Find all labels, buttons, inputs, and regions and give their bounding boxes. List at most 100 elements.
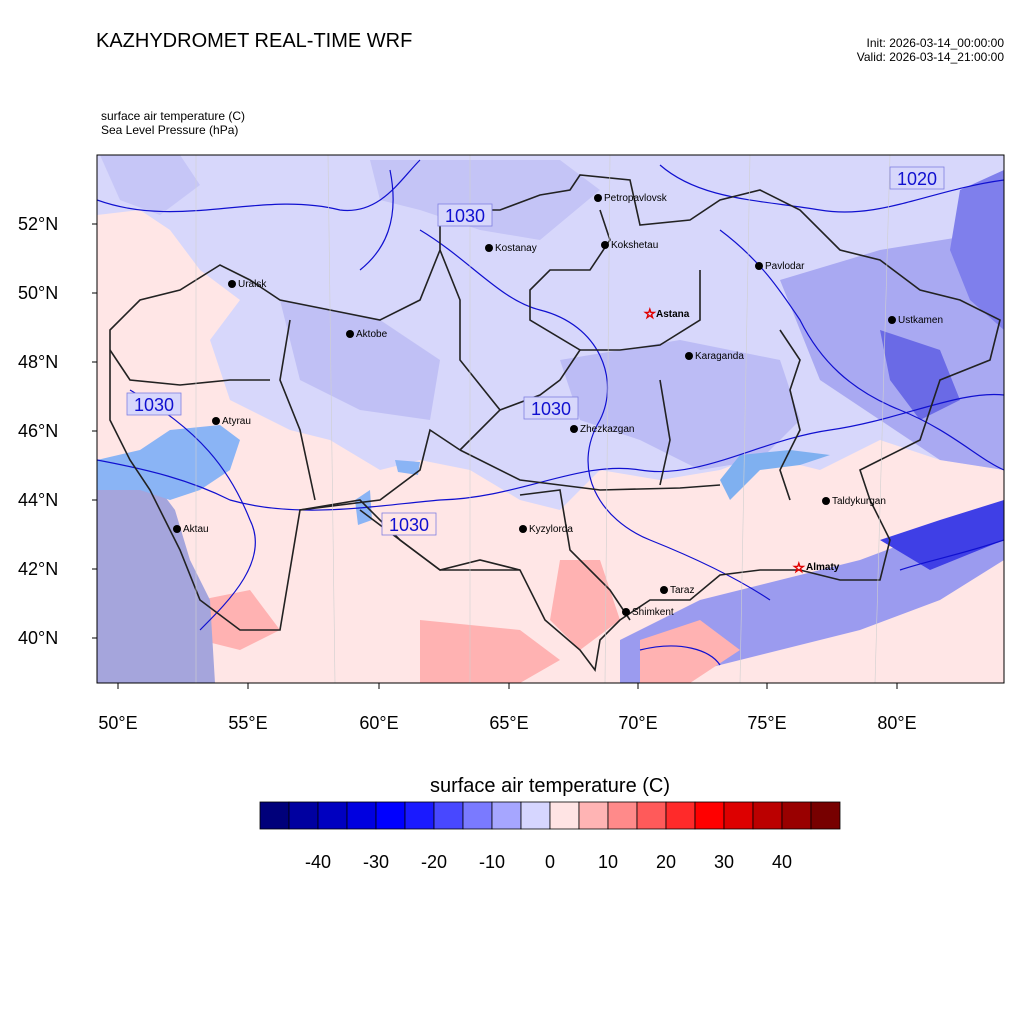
city-marker: Atyrau	[212, 416, 251, 427]
svg-text:50°E: 50°E	[98, 713, 137, 733]
lat-label: 44°N	[18, 490, 97, 510]
svg-text:44°N: 44°N	[18, 490, 58, 510]
svg-text:Atyrau: Atyrau	[222, 416, 251, 427]
svg-text:1020: 1020	[897, 169, 937, 189]
lat-label: 46°N	[18, 421, 97, 441]
city-marker-capital: ☆ Almaty	[793, 560, 840, 576]
lon-label: 50°E	[98, 683, 138, 733]
svg-text:Kokshetau: Kokshetau	[611, 240, 658, 251]
svg-text:Karaganda: Karaganda	[695, 351, 744, 362]
cold-field	[370, 160, 600, 240]
warm-patch	[420, 620, 560, 683]
colorbar-swatch	[752, 801, 783, 830]
colorbar-swatch	[520, 801, 551, 830]
city-marker: Karaganda	[685, 351, 744, 362]
colorbar-tick: -30	[363, 852, 389, 872]
city-marker: Kostanay	[485, 243, 537, 254]
map-frame	[96, 154, 1005, 684]
lat-label: 42°N	[18, 559, 97, 579]
city-marker: Shimkent	[622, 607, 674, 618]
svg-text:75°E: 75°E	[747, 713, 786, 733]
svg-text:☆: ☆	[644, 306, 656, 321]
svg-text:Taldykurgan: Taldykurgan	[832, 496, 886, 507]
colorbar-swatch	[781, 801, 812, 830]
colorbar-swatch	[607, 801, 638, 830]
svg-text:52°N: 52°N	[18, 214, 58, 234]
colorbar	[259, 801, 841, 830]
cold-field	[880, 500, 1004, 570]
colorbar-swatch	[665, 801, 696, 830]
colorbar-swatch	[636, 801, 667, 830]
city-marker: Aktobe	[346, 329, 388, 340]
colorbar-swatch	[491, 801, 522, 830]
colorbar-tick: 40	[772, 852, 792, 872]
svg-text:Astana: Astana	[656, 309, 690, 320]
city-marker: Kokshetau	[601, 240, 658, 251]
isobar-label: 1020	[889, 166, 945, 190]
svg-text:55°E: 55°E	[228, 713, 267, 733]
colorbar-swatch	[462, 801, 493, 830]
svg-text:48°N: 48°N	[18, 352, 58, 372]
svg-text:Almaty: Almaty	[806, 562, 840, 573]
colorbar-swatch	[375, 801, 406, 830]
isobar-label: 1030	[126, 392, 182, 416]
lon-label: 80°E	[877, 683, 917, 733]
colorbar-swatch	[346, 801, 377, 830]
colorbar-swatch	[810, 801, 841, 830]
city-marker: Pavlodar	[755, 261, 805, 272]
svg-text:Uralsk: Uralsk	[238, 279, 267, 290]
colorbar-tick: -10	[479, 852, 505, 872]
field-pressure-label: Sea Level Pressure (hPa)	[101, 123, 239, 137]
city-marker: Taraz	[660, 585, 694, 596]
svg-text:50°N: 50°N	[18, 283, 58, 303]
colorbar-tick: 10	[598, 852, 618, 872]
city-marker: Aktau	[173, 524, 209, 535]
svg-text:60°E: 60°E	[359, 713, 398, 733]
caspian-north	[97, 425, 240, 500]
valid-time: Valid: 2026-03-14_21:00:00	[856, 50, 1004, 64]
lat-label: 50°N	[18, 283, 97, 303]
lon-label: 55°E	[228, 683, 268, 733]
city-marker: Ustkamen	[888, 315, 943, 326]
cold-field	[950, 170, 1004, 330]
map-title: KAZHYDROMET REAL-TIME WRF	[96, 30, 413, 52]
graticule	[195, 155, 891, 683]
balkhash-lake	[720, 450, 830, 500]
colorbar-tick: 20	[656, 852, 676, 872]
city-marker: Taldykurgan	[822, 496, 886, 507]
svg-text:1030: 1030	[389, 515, 429, 535]
city-marker-capital: ☆ Astana	[644, 306, 690, 322]
init-time: Init: 2026-03-14_00:00:00	[866, 36, 1004, 50]
cold-field	[280, 300, 440, 420]
warm-patch	[640, 620, 740, 683]
city-marker: Petropavlovsk	[594, 193, 668, 204]
isobars	[97, 159, 1004, 666]
colorbar-swatch	[433, 801, 464, 830]
lat-label: 48°N	[18, 352, 97, 372]
colorbar-swatch	[404, 801, 435, 830]
svg-text:Ustkamen: Ustkamen	[898, 315, 943, 326]
colorbar-title: surface air temperature (C)	[429, 775, 671, 797]
svg-text:Taraz: Taraz	[670, 585, 694, 596]
field-labels: surface air temperature (C) Sea Level Pr…	[101, 109, 245, 137]
colorbar-swatch	[694, 801, 725, 830]
colorbar-tick: 0	[545, 852, 555, 872]
svg-text:Pavlodar: Pavlodar	[765, 261, 805, 272]
cold-field	[880, 330, 960, 420]
svg-text:Aktau: Aktau	[183, 524, 209, 535]
colorbar-swatch	[723, 801, 754, 830]
colorbar-tick: -40	[305, 852, 331, 872]
isobar-label: 1030	[381, 512, 437, 536]
svg-text:40°N: 40°N	[18, 628, 58, 648]
lon-label: 60°E	[359, 683, 399, 733]
lat-label: 52°N	[18, 214, 97, 234]
svg-text:70°E: 70°E	[618, 713, 657, 733]
colorbar-swatch	[317, 801, 348, 830]
city-marker: Kyzylorda	[519, 524, 573, 535]
caspian-sea	[97, 460, 215, 683]
svg-text:☆: ☆	[793, 560, 805, 575]
svg-text:Kostanay: Kostanay	[495, 243, 537, 254]
svg-text:1030: 1030	[134, 395, 174, 415]
svg-text:1030: 1030	[445, 206, 485, 226]
